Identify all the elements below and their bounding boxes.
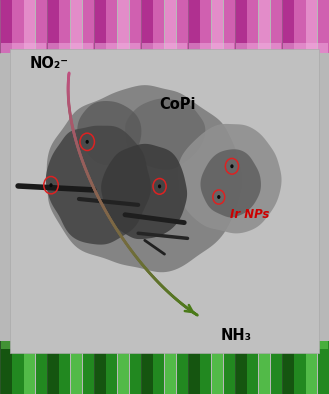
FancyBboxPatch shape [165, 0, 176, 53]
FancyBboxPatch shape [36, 341, 47, 394]
FancyBboxPatch shape [141, 341, 153, 394]
Text: NO₂⁻: NO₂⁻ [30, 56, 69, 71]
FancyBboxPatch shape [282, 0, 294, 53]
FancyBboxPatch shape [188, 0, 200, 53]
FancyBboxPatch shape [235, 0, 247, 53]
FancyBboxPatch shape [177, 0, 188, 53]
Circle shape [230, 164, 234, 168]
FancyBboxPatch shape [71, 0, 82, 53]
FancyBboxPatch shape [317, 0, 329, 53]
FancyBboxPatch shape [24, 341, 35, 394]
FancyBboxPatch shape [247, 341, 259, 394]
FancyBboxPatch shape [0, 0, 12, 53]
Bar [95, 341, 140, 349]
Bar [142, 43, 187, 53]
FancyBboxPatch shape [188, 341, 200, 394]
Bar [48, 341, 93, 349]
Bar [1, 341, 46, 349]
FancyBboxPatch shape [118, 341, 129, 394]
FancyBboxPatch shape [141, 0, 153, 53]
FancyBboxPatch shape [106, 0, 117, 53]
Bar [95, 43, 140, 53]
FancyBboxPatch shape [36, 0, 47, 53]
FancyBboxPatch shape [212, 0, 223, 53]
FancyBboxPatch shape [294, 0, 306, 53]
FancyBboxPatch shape [71, 341, 82, 394]
FancyBboxPatch shape [224, 0, 235, 53]
Polygon shape [178, 124, 282, 233]
FancyBboxPatch shape [106, 341, 117, 394]
FancyBboxPatch shape [317, 341, 329, 394]
Text: CoPi: CoPi [160, 97, 196, 112]
FancyBboxPatch shape [0, 341, 12, 394]
Bar [236, 43, 281, 53]
Text: NH₃: NH₃ [220, 328, 251, 343]
FancyBboxPatch shape [12, 0, 23, 53]
FancyBboxPatch shape [200, 341, 212, 394]
FancyBboxPatch shape [83, 341, 94, 394]
Bar [283, 341, 328, 349]
FancyBboxPatch shape [235, 341, 247, 394]
FancyBboxPatch shape [259, 0, 270, 53]
FancyBboxPatch shape [47, 0, 59, 53]
FancyBboxPatch shape [153, 0, 164, 53]
FancyBboxPatch shape [130, 0, 141, 53]
FancyBboxPatch shape [224, 341, 235, 394]
FancyBboxPatch shape [177, 341, 188, 394]
Bar [189, 43, 234, 53]
FancyBboxPatch shape [153, 341, 164, 394]
Bar [142, 341, 187, 349]
Circle shape [217, 195, 220, 199]
FancyBboxPatch shape [12, 341, 23, 394]
Polygon shape [46, 126, 151, 245]
FancyBboxPatch shape [94, 0, 106, 53]
Polygon shape [200, 149, 261, 217]
Bar [283, 43, 328, 53]
FancyBboxPatch shape [259, 341, 270, 394]
Circle shape [86, 140, 89, 144]
Polygon shape [47, 85, 243, 272]
FancyBboxPatch shape [59, 341, 70, 394]
FancyBboxPatch shape [94, 341, 106, 394]
FancyBboxPatch shape [270, 0, 282, 53]
Polygon shape [101, 144, 187, 239]
FancyBboxPatch shape [247, 0, 259, 53]
FancyBboxPatch shape [130, 341, 141, 394]
Circle shape [49, 183, 53, 187]
FancyBboxPatch shape [306, 341, 317, 394]
FancyBboxPatch shape [165, 341, 176, 394]
Text: Ir NPs: Ir NPs [230, 208, 270, 221]
FancyBboxPatch shape [200, 0, 212, 53]
FancyBboxPatch shape [270, 341, 282, 394]
Polygon shape [125, 98, 205, 170]
FancyBboxPatch shape [83, 0, 94, 53]
Bar [1, 43, 46, 53]
Circle shape [158, 184, 161, 188]
FancyBboxPatch shape [118, 0, 129, 53]
FancyBboxPatch shape [47, 341, 59, 394]
Polygon shape [77, 101, 141, 165]
Bar [189, 341, 234, 349]
FancyBboxPatch shape [212, 341, 223, 394]
FancyBboxPatch shape [59, 0, 70, 53]
FancyBboxPatch shape [294, 341, 306, 394]
FancyBboxPatch shape [282, 341, 294, 394]
FancyBboxPatch shape [24, 0, 35, 53]
Bar [236, 341, 281, 349]
Bar [48, 43, 93, 53]
Bar [10, 49, 319, 353]
FancyBboxPatch shape [306, 0, 317, 53]
